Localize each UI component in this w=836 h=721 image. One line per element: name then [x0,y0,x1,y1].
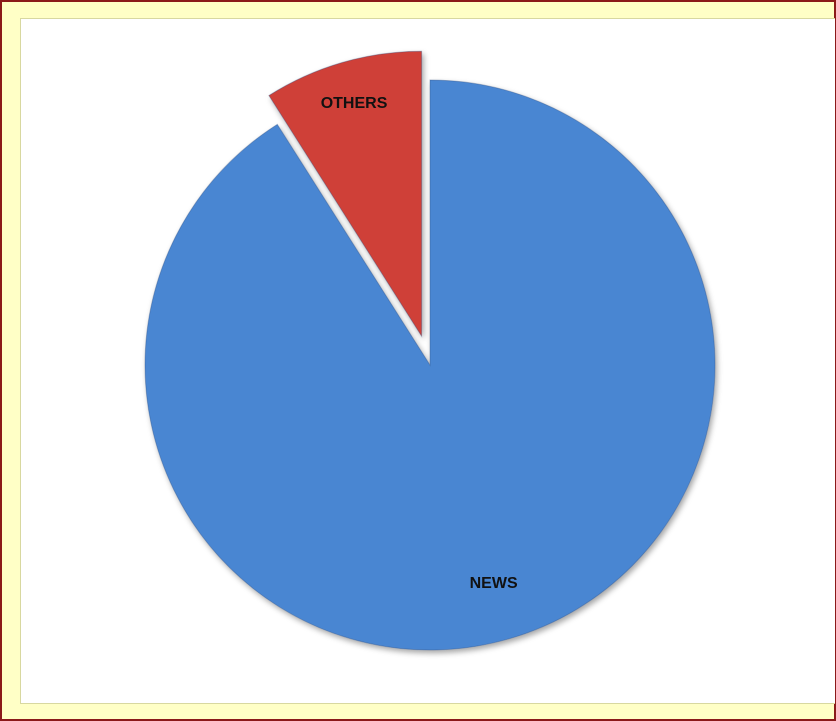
pie-slice [144,79,716,651]
pie-slice [268,50,423,338]
slice-label: NEWS [470,575,518,592]
slice-label: OTHERS [321,95,388,112]
